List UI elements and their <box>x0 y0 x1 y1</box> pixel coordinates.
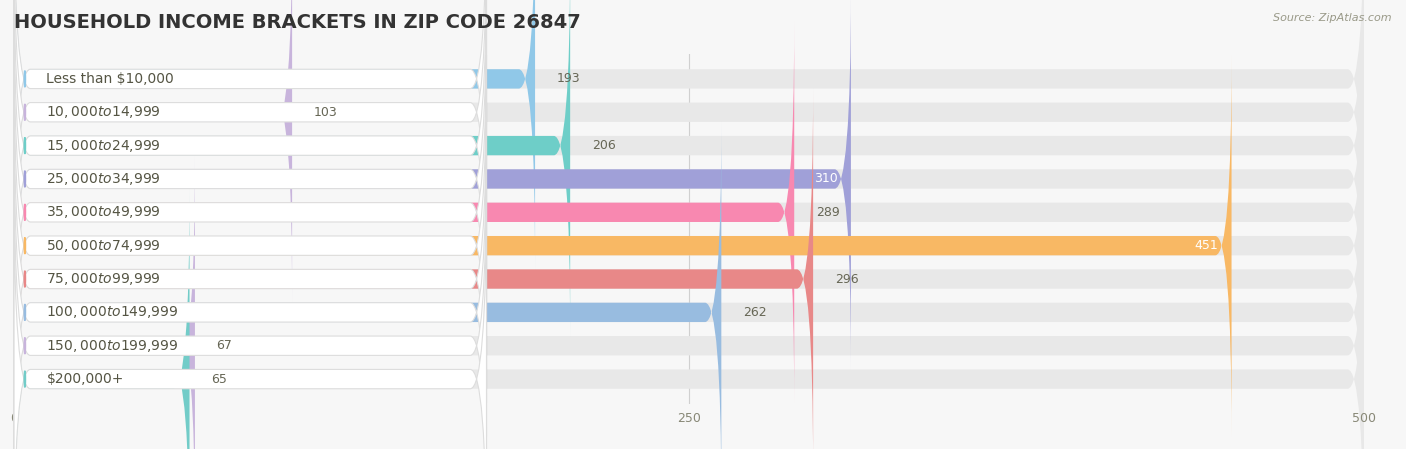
Text: $100,000 to $149,999: $100,000 to $149,999 <box>46 304 179 321</box>
Text: 296: 296 <box>835 273 858 286</box>
FancyBboxPatch shape <box>14 0 1364 303</box>
FancyBboxPatch shape <box>14 189 486 449</box>
FancyBboxPatch shape <box>14 88 1364 449</box>
Text: 67: 67 <box>217 339 232 352</box>
Text: 310: 310 <box>814 172 838 185</box>
FancyBboxPatch shape <box>14 0 1364 370</box>
FancyBboxPatch shape <box>14 155 486 449</box>
Text: 451: 451 <box>1194 239 1218 252</box>
FancyBboxPatch shape <box>14 22 1364 403</box>
FancyBboxPatch shape <box>14 122 486 449</box>
Text: $200,000+: $200,000+ <box>46 372 124 386</box>
Text: 193: 193 <box>557 72 581 85</box>
FancyBboxPatch shape <box>14 55 1232 436</box>
Text: $35,000 to $49,999: $35,000 to $49,999 <box>46 204 162 220</box>
FancyBboxPatch shape <box>14 189 1364 449</box>
FancyBboxPatch shape <box>14 0 292 303</box>
FancyBboxPatch shape <box>14 0 1364 269</box>
FancyBboxPatch shape <box>14 122 1364 449</box>
FancyBboxPatch shape <box>14 88 486 449</box>
Text: $25,000 to $34,999: $25,000 to $34,999 <box>46 171 162 187</box>
Text: Source: ZipAtlas.com: Source: ZipAtlas.com <box>1274 13 1392 23</box>
FancyBboxPatch shape <box>14 55 486 436</box>
Text: $150,000 to $199,999: $150,000 to $199,999 <box>46 338 179 354</box>
FancyBboxPatch shape <box>14 0 486 269</box>
Text: $15,000 to $24,999: $15,000 to $24,999 <box>46 137 162 154</box>
FancyBboxPatch shape <box>14 189 190 449</box>
FancyBboxPatch shape <box>14 22 794 403</box>
FancyBboxPatch shape <box>14 0 571 336</box>
Text: 206: 206 <box>592 139 616 152</box>
FancyBboxPatch shape <box>14 88 813 449</box>
Text: 65: 65 <box>211 373 226 386</box>
FancyBboxPatch shape <box>14 0 851 370</box>
FancyBboxPatch shape <box>14 155 1364 449</box>
FancyBboxPatch shape <box>14 155 195 449</box>
Text: $50,000 to $74,999: $50,000 to $74,999 <box>46 238 162 254</box>
FancyBboxPatch shape <box>14 0 486 336</box>
FancyBboxPatch shape <box>14 22 486 403</box>
Text: $75,000 to $99,999: $75,000 to $99,999 <box>46 271 162 287</box>
Text: 289: 289 <box>815 206 839 219</box>
FancyBboxPatch shape <box>14 122 721 449</box>
Text: $10,000 to $14,999: $10,000 to $14,999 <box>46 104 162 120</box>
FancyBboxPatch shape <box>14 55 1364 436</box>
Text: 103: 103 <box>314 106 337 119</box>
FancyBboxPatch shape <box>14 0 486 303</box>
FancyBboxPatch shape <box>14 0 1364 336</box>
Text: Less than $10,000: Less than $10,000 <box>46 72 174 86</box>
Text: HOUSEHOLD INCOME BRACKETS IN ZIP CODE 26847: HOUSEHOLD INCOME BRACKETS IN ZIP CODE 26… <box>14 13 581 32</box>
FancyBboxPatch shape <box>14 0 486 370</box>
FancyBboxPatch shape <box>14 0 536 269</box>
Text: 262: 262 <box>742 306 766 319</box>
